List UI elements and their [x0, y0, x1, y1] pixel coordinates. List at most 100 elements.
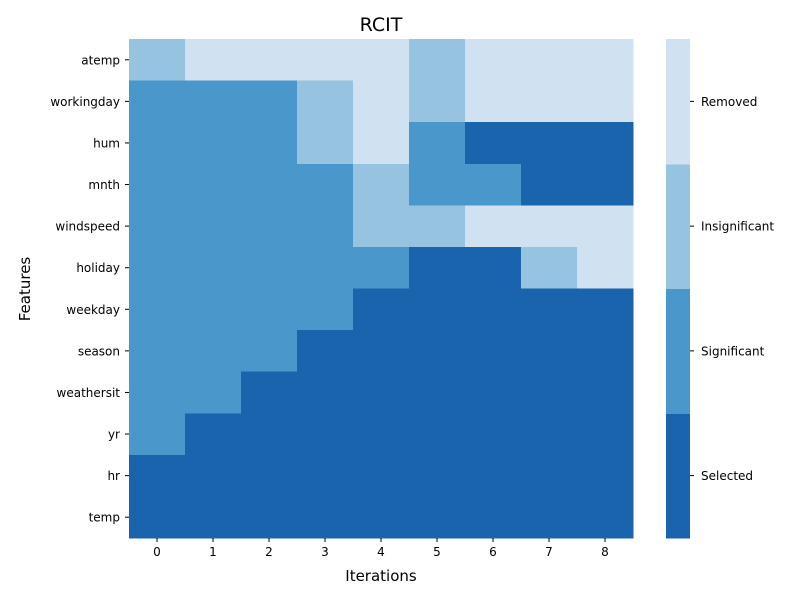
- heatmap-cell: [465, 496, 522, 539]
- heatmap-cell: [241, 246, 298, 290]
- heatmap-cell: [185, 39, 242, 82]
- heatmap-cell: [185, 330, 242, 373]
- heatmap-cell: [577, 246, 634, 290]
- heatmap-cell: [297, 288, 354, 331]
- x-tick-label: 0: [153, 545, 161, 559]
- heatmap-cell: [353, 330, 410, 373]
- heatmap-cell: [297, 122, 354, 165]
- y-tick-label: mnth: [88, 178, 120, 192]
- heatmap-cell: [241, 413, 298, 456]
- heatmap-cell: [577, 330, 634, 373]
- heatmap-cell: [129, 163, 186, 206]
- colorbar-legend: Selected Significant Insignificant Removed: [666, 39, 774, 539]
- heatmap-cell: [241, 205, 298, 248]
- heatmap-cell: [465, 246, 522, 290]
- heatmap-cell: [409, 205, 466, 248]
- heatmap-cell: [241, 288, 298, 331]
- heatmap-cell: [353, 39, 410, 82]
- heatmap-cell: [521, 371, 578, 414]
- heatmap-cell: [353, 122, 410, 165]
- x-tick-label: 6: [489, 545, 497, 559]
- heatmap-cell: [241, 454, 298, 498]
- heatmap-cell: [353, 496, 410, 539]
- heatmap-cell: [297, 330, 354, 373]
- heatmap-cell: [465, 330, 522, 373]
- heatmap-cell: [129, 80, 186, 123]
- heatmap-cell: [409, 371, 466, 414]
- heatmap-cell: [129, 371, 186, 414]
- heatmap-cell: [521, 205, 578, 248]
- heatmap-cell: [353, 371, 410, 414]
- heatmap-cell: [521, 413, 578, 456]
- y-tick-label: windspeed: [55, 220, 120, 234]
- heatmap-cell: [353, 246, 410, 290]
- heatmap-cell: [353, 454, 410, 498]
- heatmap-cell: [465, 122, 522, 165]
- heatmap-cells: [129, 39, 634, 539]
- heatmap-cell: [297, 454, 354, 498]
- heatmap-cell: [577, 205, 634, 248]
- heatmap-cell: [129, 39, 186, 82]
- heatmap-cell: [577, 413, 634, 456]
- heatmap-cell: [409, 496, 466, 539]
- heatmap-cell: [409, 163, 466, 206]
- heatmap-cell: [241, 39, 298, 82]
- heatmap-cell: [297, 39, 354, 82]
- heatmap-cell: [129, 122, 186, 165]
- heatmap-cell: [353, 80, 410, 123]
- x-tick-label: 8: [601, 545, 609, 559]
- heatmap-cell: [185, 371, 242, 414]
- heatmap-cell: [465, 413, 522, 456]
- heatmap-cell: [409, 246, 466, 290]
- heatmap-cell: [241, 122, 298, 165]
- chart-title: RCIT: [360, 14, 403, 36]
- x-tick-label: 3: [321, 545, 329, 559]
- colorbar-label: Selected: [701, 469, 753, 483]
- heatmap-cell: [521, 80, 578, 123]
- x-axis-ticks: 0 1 2 3 4 5 6 7 8: [153, 538, 609, 559]
- heatmap-cell: [521, 454, 578, 498]
- heatmap-cell: [465, 288, 522, 331]
- heatmap-cell: [297, 246, 354, 290]
- y-tick-label: weekday: [66, 303, 120, 317]
- heatmap-cell: [521, 163, 578, 206]
- heatmap-cell: [409, 454, 466, 498]
- heatmap-cell: [129, 246, 186, 290]
- heatmap-cell: [297, 205, 354, 248]
- colorbar-segment: [666, 413, 690, 539]
- heatmap-cell: [409, 413, 466, 456]
- y-tick-label: weathersit: [57, 386, 121, 400]
- heatmap-cell: [409, 288, 466, 331]
- heatmap-cell: [185, 288, 242, 331]
- heatmap-cell: [465, 454, 522, 498]
- heatmap-cell: [241, 496, 298, 539]
- colorbar-segment: [666, 39, 690, 165]
- heatmap-cell: [353, 413, 410, 456]
- heatmap-cell: [297, 163, 354, 206]
- heatmap-cell: [465, 205, 522, 248]
- colorbar-segment: [666, 163, 690, 290]
- y-axis-label: Features: [16, 257, 34, 322]
- x-tick-label: 7: [545, 545, 553, 559]
- heatmap-cell: [297, 371, 354, 414]
- heatmap-cell: [409, 330, 466, 373]
- colorbar-label: Significant: [701, 344, 765, 358]
- heatmap-cell: [129, 330, 186, 373]
- heatmap-cell: [185, 80, 242, 123]
- heatmap-cell: [521, 330, 578, 373]
- colorbar-label: Insignificant: [701, 220, 774, 234]
- heatmap-cell: [353, 288, 410, 331]
- colorbar-label: Removed: [701, 95, 757, 109]
- heatmap-cell: [409, 80, 466, 123]
- colorbar-segment: [666, 288, 690, 414]
- heatmap-cell: [521, 122, 578, 165]
- x-tick-label: 4: [377, 545, 385, 559]
- heatmap-cell: [185, 163, 242, 206]
- heatmap-cell: [465, 371, 522, 414]
- heatmap-cell: [577, 39, 634, 82]
- heatmap-cell: [185, 122, 242, 165]
- heatmap-cell: [129, 454, 186, 498]
- x-tick-label: 1: [209, 545, 217, 559]
- y-tick-label: workingday: [50, 95, 120, 109]
